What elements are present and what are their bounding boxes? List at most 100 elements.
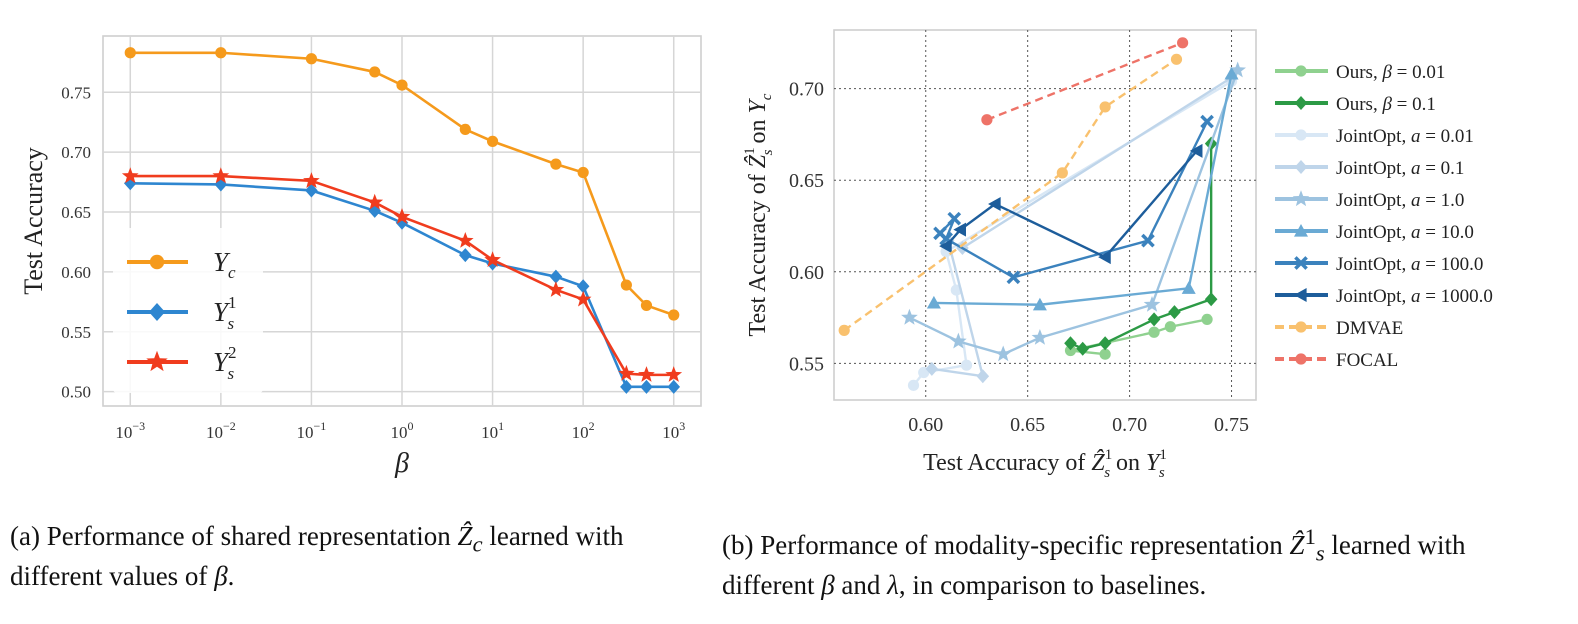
chart-a-y-tick-label: 0.75 <box>61 83 91 102</box>
chart-b-point-1 <box>1064 336 1077 351</box>
chart-b-point-4 <box>950 332 967 349</box>
chart-b-point-4 <box>1143 296 1161 312</box>
chart-b-legend-label-6: JointOpt, a = 100.0 <box>1336 254 1483 275</box>
chart-b-x-tick-label: 0.70 <box>1112 414 1147 436</box>
chart-a-point-yc <box>459 123 471 135</box>
chart-b-y-tick-label: 0.60 <box>789 262 824 284</box>
chart-a-point-ys1 <box>620 379 633 394</box>
chart-b-series-5-line <box>933 73 1233 306</box>
chart-a-point-ys2 <box>547 281 565 297</box>
chart-a-point-ys2 <box>366 193 384 210</box>
chart-b-legend-label-9: FOCAL <box>1336 350 1398 371</box>
caption-a-text1: Performance of shared representation <box>39 521 458 551</box>
chart-b-y-axis-label: Test Accuracy of Ẑ1 s on Yc <box>742 93 776 336</box>
chart-b-point-2 <box>960 359 973 371</box>
caption-b-sub: s <box>1315 540 1325 566</box>
chart-a-x-tick-label: 10−3 <box>115 419 145 442</box>
chart-b-x-tick-label: 0.65 <box>1010 414 1045 436</box>
chart-a-point-ys1 <box>549 269 563 284</box>
chart-b-x-tick-label: 0.75 <box>1214 414 1249 436</box>
chart-b-point-5 <box>1224 66 1239 80</box>
chart-b-series-9-line <box>986 41 1184 121</box>
chart-b-point-3 <box>976 369 990 384</box>
chart-b-point-0 <box>1148 326 1160 338</box>
chart-a-point-ys2 <box>638 366 655 382</box>
chart-a-point-ys1 <box>305 183 318 198</box>
chart-b-point-4 <box>1229 61 1246 78</box>
chart-a-point-yc <box>577 166 589 179</box>
chart-b-x-tick-label: 0.60 <box>908 414 943 436</box>
chart-b-legend-label-3: JointOpt, a = 0.1 <box>1336 158 1464 179</box>
caption-b-sup: 1 <box>1304 524 1316 549</box>
chart-b-point-7 <box>953 222 966 237</box>
caption-a-text2: learned with different values of <box>10 521 624 592</box>
chart-b-legend-label-8: DMVAE <box>1336 318 1403 339</box>
chart-a-point-yc <box>620 279 632 291</box>
chart-a-y-tick-label: 0.60 <box>61 263 91 282</box>
chart-b-series <box>838 37 1246 391</box>
chart-b-point-7 <box>1098 250 1111 265</box>
chart-b-point-6 <box>1141 233 1155 248</box>
chart-b-point-2 <box>907 379 920 391</box>
chart-b-point-7 <box>1189 143 1203 158</box>
chart-b-legend-marker-5 <box>1294 224 1308 237</box>
caption-b-math: Ẑ <box>1289 530 1305 560</box>
chart-b-point-1 <box>1098 336 1112 351</box>
chart-b-y-tick-label: 0.70 <box>789 79 824 101</box>
chart-a-x-tick-label: 103 <box>662 419 685 442</box>
chart-b-legend-marker-7 <box>1294 288 1307 302</box>
chart-b-point-4 <box>1031 329 1049 345</box>
chart-a-x-tick-label: 102 <box>572 419 595 442</box>
caption-b-text4: , in comparison to baselines. <box>898 570 1207 601</box>
chart-b-point-0 <box>1099 348 1111 360</box>
caption-a-var: β <box>214 561 228 592</box>
chart-b-point-6 <box>947 211 962 226</box>
chart-a-y-tick-label: 0.70 <box>61 143 91 162</box>
caption-b-text1: Performance of modality-specific represe… <box>753 530 1290 560</box>
chart-a-x-tick-label: 101 <box>481 419 504 442</box>
chart-a-y-tick-label: 0.55 <box>61 323 91 342</box>
chart-b-point-0 <box>1164 321 1176 333</box>
chart-b-legend-marker-8 <box>1295 321 1307 333</box>
chart-b-point-5 <box>1181 281 1196 294</box>
chart-b-point-9 <box>981 114 993 126</box>
chart-a-point-yc <box>215 47 227 59</box>
chart-b-point-8 <box>1056 167 1068 179</box>
chart-a: 0.50 0.55 0.60 0.65 0.70 0.75 10−3 10−2 10−1 100… <box>19 35 702 479</box>
chart-b-point-4 <box>901 308 918 325</box>
chart-b-series-8-line <box>843 58 1178 332</box>
caption-a-text3: . <box>227 561 235 592</box>
chart-b-point-1 <box>1076 341 1090 356</box>
chart-a-point-ys2 <box>303 172 320 188</box>
chart-b-point-6 <box>1006 270 1021 285</box>
caption-a: (a) Performance of shared representation… <box>10 520 715 593</box>
chart-a-legend-label-ys1: Y1 s <box>213 293 237 333</box>
chart-b-point-1 <box>1147 312 1161 327</box>
chart-b-point-7 <box>988 197 1001 212</box>
chart-a-point-ys2 <box>665 366 683 382</box>
chart-a-x-tick-label: 10−2 <box>206 419 236 442</box>
chart-a-point-ys1 <box>459 248 472 263</box>
chart-a-legend-label-yc: Yc <box>213 247 236 282</box>
chart-a-legend-label-ys2: Y2 s <box>213 343 237 383</box>
chart-b-point-9 <box>1177 37 1189 49</box>
chart-a-series <box>121 47 683 394</box>
chart-b-point-3 <box>925 361 939 376</box>
chart-a-point-ys1 <box>576 279 590 294</box>
chart-b-point-0 <box>1064 344 1077 357</box>
caption-a-math: Ẑ <box>457 521 473 551</box>
chart-b-legend-label-5: JointOpt, a = 10.0 <box>1336 222 1474 243</box>
chart-b-point-8 <box>838 324 850 336</box>
chart-b-point-1 <box>1168 305 1181 320</box>
chart-a-y-tick-label: 0.65 <box>61 203 91 222</box>
chart-a-y-ticks: 0.50 0.55 0.60 0.65 0.70 0.75 <box>61 83 91 401</box>
chart-b-x-ticks: 0.60 0.65 0.70 0.75 <box>908 414 1249 436</box>
caption-b-var1: β <box>821 570 835 601</box>
chart-b-y-tick-label: 0.65 <box>789 170 824 192</box>
chart-b-legend-marker-4 <box>1292 190 1310 207</box>
chart-b-point-4 <box>994 345 1012 362</box>
chart-a-point-yc <box>640 299 653 312</box>
chart-a-x-tick-label: 10−1 <box>297 419 327 442</box>
chart-a-point-ys2 <box>393 208 411 224</box>
